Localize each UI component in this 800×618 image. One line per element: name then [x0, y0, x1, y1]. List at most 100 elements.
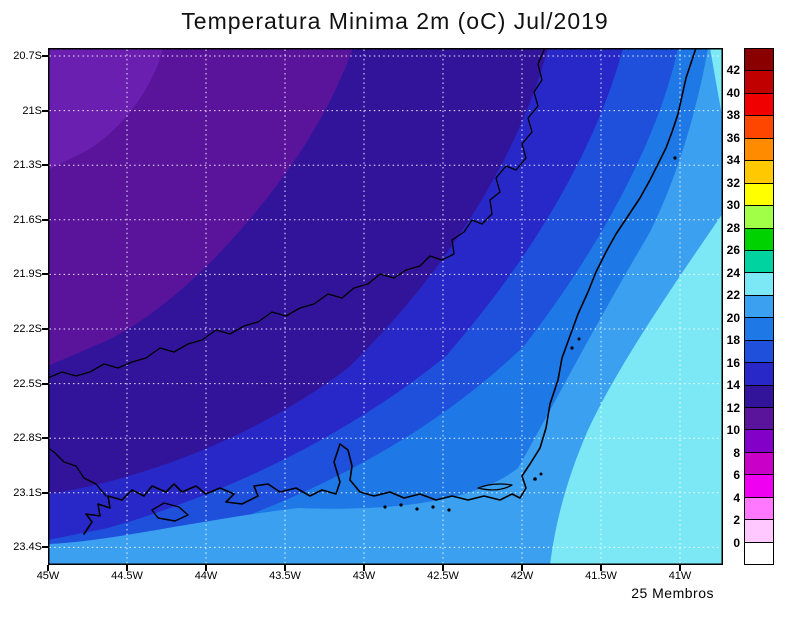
y-tick-mark — [42, 382, 48, 385]
lagoon-outline — [477, 483, 513, 491]
y-tick-mark — [42, 109, 48, 112]
colorbar-segment — [745, 206, 773, 229]
x-tick-label: 41W — [668, 570, 692, 582]
chart-title: Temperatura Minima 2m (oC) Jul/2019 — [181, 8, 609, 34]
colorbar-segment — [745, 430, 773, 453]
colorbar-tick-label: 0 — [733, 535, 740, 550]
x-tick-mark — [521, 565, 523, 571]
colorbar-tick-label: 36 — [726, 130, 740, 145]
colorbar-segment — [745, 385, 773, 408]
colorbar-tick-label: 16 — [726, 355, 740, 370]
colorbar-tick-label: 6 — [733, 468, 740, 483]
y-tick-mark — [42, 55, 48, 57]
boundaries — [47, 47, 697, 535]
contour-band-22-24-corner — [710, 48, 723, 120]
contour-band-22-24 — [550, 213, 723, 565]
colorbar-tick-label: 24 — [726, 265, 740, 280]
y-tick-label: 22.8S — [13, 432, 42, 445]
y-tick-mark — [42, 328, 48, 330]
y-tick-label: 21.3S — [13, 159, 42, 172]
colorbar-segment — [745, 116, 773, 139]
contour-band-10-12 — [48, 48, 353, 366]
x-tick-mark — [47, 565, 49, 571]
islet-dot — [447, 508, 451, 512]
colorbar-tick-label: 38 — [726, 108, 740, 123]
y-tick-label: 23.4S — [13, 541, 42, 554]
sp-border-path — [47, 447, 107, 497]
islet-dot — [570, 346, 574, 350]
y-tick-label: 22.2S — [13, 323, 42, 335]
colorbar-tick-label: 20 — [726, 310, 740, 325]
y-tick-mark — [42, 164, 48, 167]
colorbar-tick-label: 2 — [733, 513, 740, 528]
islet-dot — [415, 507, 419, 511]
x-tick-label: 45W — [36, 570, 60, 582]
state-border-path — [47, 47, 546, 379]
x-tick-label: 44W — [194, 570, 218, 582]
islet-dots — [383, 156, 677, 512]
colorbar-segment — [745, 295, 773, 319]
y-tick-label: 21.6S — [13, 213, 42, 226]
colorbar-tick-label: 28 — [726, 220, 740, 235]
x-tick-mark — [205, 565, 207, 571]
y-tick-label: 21.9S — [13, 268, 42, 281]
islet-dot — [673, 156, 677, 160]
y-tick-mark — [42, 218, 48, 221]
island-ilha-grande — [151, 502, 189, 522]
colorbar-segment — [745, 183, 773, 207]
colorbar-tick-label: 10 — [726, 423, 740, 438]
x-tick-mark — [679, 565, 681, 571]
x-tick-label: 44.5W — [111, 570, 143, 582]
colorbar-segment — [745, 161, 773, 184]
y-tick-mark — [42, 491, 48, 494]
islet-dot — [383, 505, 387, 509]
x-tick-mark — [126, 565, 128, 571]
map-svg — [47, 47, 723, 565]
colorbar-segment — [745, 250, 773, 274]
islet-dot — [431, 505, 435, 509]
colorbar-segment — [745, 138, 773, 162]
x-tick-mark — [442, 565, 444, 571]
colorbar-tick-label: 22 — [726, 288, 740, 303]
colorbar-segment — [745, 497, 773, 521]
y-tick-label: 22.5S — [13, 377, 42, 390]
colorbar-tick-label: 30 — [726, 198, 740, 213]
colorbar-segment — [745, 542, 773, 565]
colorbar-tick-label: 18 — [726, 333, 740, 348]
colorbar-tick-label: 14 — [726, 378, 740, 393]
x-tick-label: 41.5W — [585, 570, 617, 582]
colorbar-segment — [745, 408, 773, 431]
colorbar-segment — [745, 273, 773, 296]
colorbar-segment — [745, 49, 773, 72]
plot-frame — [48, 48, 723, 565]
colorbar-segment — [745, 93, 773, 117]
colorbar-segment — [745, 340, 773, 364]
colorbar-segment — [745, 71, 773, 94]
y-tick-mark — [42, 437, 48, 440]
x-tick-mark — [284, 565, 286, 571]
islet-dot — [577, 337, 581, 341]
colorbar-segment — [745, 475, 773, 498]
map-plot-area — [47, 47, 723, 565]
y-tick-mark — [42, 273, 48, 276]
colorbar-tick-label: 4 — [733, 490, 740, 505]
members-annotation: 25 Membros — [631, 585, 714, 601]
colorbar-tick-label: 40 — [726, 85, 740, 100]
colorbar-tick-label: 12 — [726, 400, 740, 415]
x-tick-label: 42.5W — [427, 570, 459, 582]
x-tick-mark — [363, 565, 365, 571]
islet-dot — [539, 472, 543, 476]
coastline-path — [83, 47, 697, 535]
contour-band-20-22 — [48, 48, 723, 565]
x-tick-mark — [600, 565, 602, 571]
y-tick-mark — [42, 546, 48, 549]
colorbar-segment — [745, 452, 773, 476]
colorbar-tick-label: 42 — [726, 63, 740, 78]
colorbar-segment — [745, 228, 773, 251]
x-tick-label: 43W — [352, 570, 376, 582]
x-tick-label: 42W — [510, 570, 534, 582]
colorbar-tick-label: 34 — [726, 153, 740, 168]
islet-dot — [399, 503, 403, 507]
colorbar — [744, 48, 774, 565]
